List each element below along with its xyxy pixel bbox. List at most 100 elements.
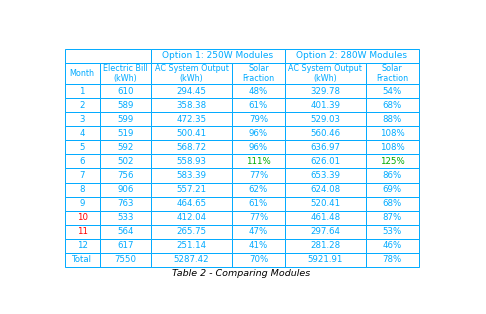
Text: 96%: 96%	[249, 129, 268, 138]
Bar	[65, 84, 100, 98]
Bar	[366, 127, 418, 140]
Bar	[100, 127, 151, 140]
Text: 624.08: 624.08	[310, 185, 340, 194]
Bar	[151, 182, 232, 197]
Bar	[65, 154, 100, 169]
Bar	[65, 239, 100, 253]
Text: Option 2: 280W Modules: Option 2: 280W Modules	[296, 51, 407, 60]
Bar	[100, 84, 151, 98]
Bar	[285, 154, 366, 169]
Text: 626.01: 626.01	[310, 157, 340, 166]
Text: 636.97: 636.97	[311, 143, 340, 152]
Text: 599: 599	[118, 115, 134, 124]
Bar	[65, 62, 100, 84]
Text: 4: 4	[80, 129, 85, 138]
Text: 8: 8	[80, 185, 85, 194]
Text: 617: 617	[117, 241, 134, 250]
Text: Option 1: 250W Modules: Option 1: 250W Modules	[162, 51, 274, 60]
Text: 610: 610	[117, 87, 134, 96]
Text: 11: 11	[77, 227, 87, 236]
Text: 502: 502	[117, 157, 134, 166]
Bar	[100, 62, 151, 84]
Bar	[285, 182, 366, 197]
Text: 558.93: 558.93	[176, 157, 207, 166]
Text: 500.41: 500.41	[176, 129, 207, 138]
Text: 47%: 47%	[249, 227, 268, 236]
Bar	[366, 169, 418, 182]
Bar	[151, 197, 232, 211]
Text: 68%: 68%	[382, 199, 402, 208]
Bar	[366, 182, 418, 197]
Bar	[285, 62, 366, 84]
Bar	[151, 211, 232, 225]
Bar	[100, 140, 151, 154]
Text: 53%: 53%	[382, 227, 402, 236]
Bar	[65, 49, 151, 62]
Text: 6: 6	[80, 157, 85, 166]
Text: 96%: 96%	[249, 143, 268, 152]
Bar	[151, 140, 232, 154]
Bar	[151, 62, 232, 84]
Text: 265.75: 265.75	[176, 227, 207, 236]
Text: 589: 589	[117, 101, 134, 110]
Text: 77%: 77%	[249, 171, 268, 180]
Bar	[65, 112, 100, 127]
Text: 358.38: 358.38	[176, 101, 207, 110]
Bar	[100, 197, 151, 211]
Text: 108%: 108%	[380, 129, 404, 138]
Text: 10: 10	[77, 213, 87, 222]
Text: 564: 564	[117, 227, 134, 236]
Text: 79%: 79%	[249, 115, 268, 124]
Text: 9: 9	[80, 199, 85, 208]
Text: 464.65: 464.65	[176, 199, 207, 208]
Text: 77%: 77%	[249, 213, 268, 222]
Text: 88%: 88%	[382, 115, 402, 124]
Bar	[366, 62, 418, 84]
Bar	[100, 182, 151, 197]
Text: 583.39: 583.39	[176, 171, 207, 180]
Bar	[232, 98, 285, 112]
Bar	[232, 140, 285, 154]
Text: 533: 533	[117, 213, 134, 222]
Text: 69%: 69%	[382, 185, 402, 194]
Bar	[285, 140, 366, 154]
Bar	[285, 98, 366, 112]
Text: 461.48: 461.48	[310, 213, 340, 222]
Bar	[285, 112, 366, 127]
Text: 12: 12	[77, 241, 87, 250]
Bar	[100, 239, 151, 253]
Text: Electric Bill
(kWh): Electric Bill (kWh)	[103, 64, 148, 83]
Bar	[366, 154, 418, 169]
Text: 3: 3	[80, 115, 85, 124]
Text: Month: Month	[69, 69, 95, 78]
Text: AC System Output
(kWh): AC System Output (kWh)	[288, 64, 362, 83]
Text: 297.64: 297.64	[311, 227, 340, 236]
Bar	[232, 62, 285, 84]
Bar	[151, 49, 285, 62]
Text: 86%: 86%	[382, 171, 402, 180]
Text: 401.39: 401.39	[311, 101, 340, 110]
Text: 41%: 41%	[249, 241, 268, 250]
Bar	[151, 127, 232, 140]
Bar	[232, 182, 285, 197]
Text: 756: 756	[117, 171, 134, 180]
Bar	[232, 154, 285, 169]
Text: 111%: 111%	[246, 157, 271, 166]
Text: 520.41: 520.41	[310, 199, 340, 208]
Text: 560.46: 560.46	[310, 129, 340, 138]
Text: 557.21: 557.21	[176, 185, 207, 194]
Bar	[100, 169, 151, 182]
Text: 5287.42: 5287.42	[174, 255, 209, 264]
Bar	[65, 169, 100, 182]
Bar	[65, 127, 100, 140]
Bar	[232, 84, 285, 98]
Bar	[232, 225, 285, 239]
Bar	[65, 140, 100, 154]
Text: 412.04: 412.04	[176, 213, 207, 222]
Text: 108%: 108%	[380, 143, 404, 152]
Bar	[366, 225, 418, 239]
Bar	[285, 253, 366, 267]
Text: 62%: 62%	[249, 185, 268, 194]
Text: 48%: 48%	[249, 87, 268, 96]
Bar	[366, 98, 418, 112]
